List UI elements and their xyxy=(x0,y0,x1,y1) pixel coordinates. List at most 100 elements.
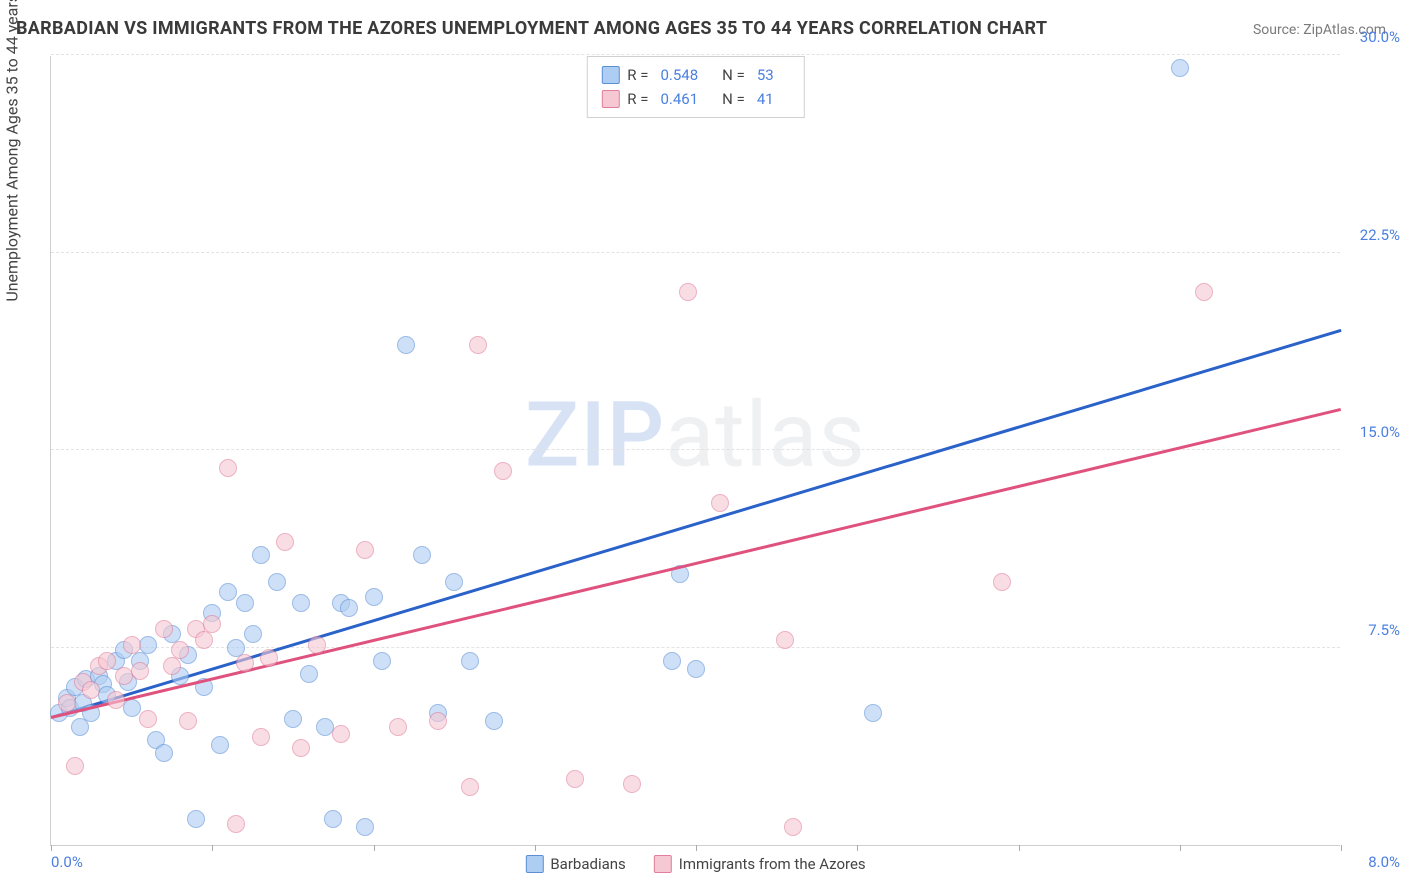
gridline xyxy=(51,252,1340,253)
data-point xyxy=(139,710,157,728)
data-point xyxy=(66,757,84,775)
legend-label: Immigrants from the Azores xyxy=(679,855,866,873)
y-tick-label: 22.5% xyxy=(1345,226,1400,244)
n-label: N = xyxy=(722,63,745,87)
data-point xyxy=(123,699,141,717)
legend-item: Immigrants from the Azores xyxy=(654,855,866,873)
data-point xyxy=(663,652,681,670)
data-point xyxy=(219,583,237,601)
data-point xyxy=(413,546,431,564)
r-value: 0.548 xyxy=(660,63,698,87)
series-legend: Barbadians Immigrants from the Azores xyxy=(525,855,865,873)
chart-container: BARBADIAN VS IMMIGRANTS FROM THE AZORES … xyxy=(0,0,1406,892)
legend-row: R = 0.548 N = 53 xyxy=(601,63,789,87)
legend-item: Barbadians xyxy=(525,855,625,873)
data-point xyxy=(58,694,76,712)
data-point xyxy=(268,573,286,591)
y-tick-label: 15.0% xyxy=(1345,423,1400,441)
r-label: R = xyxy=(627,63,648,87)
data-point xyxy=(1171,59,1189,77)
data-point xyxy=(1195,283,1213,301)
n-label: N = xyxy=(722,87,745,111)
data-point xyxy=(711,494,729,512)
data-point xyxy=(139,636,157,654)
legend-swatch xyxy=(654,855,672,873)
y-axis-label: Unemployment Among Ages 35 to 44 years xyxy=(3,0,22,302)
data-point xyxy=(203,615,221,633)
data-point xyxy=(365,588,383,606)
data-point xyxy=(155,744,173,762)
data-point xyxy=(864,704,882,722)
data-point xyxy=(284,710,302,728)
plot-area: ZIPatlas 0.0% 8.0% R =0.548N =53R =0.461… xyxy=(50,56,1340,846)
gridline xyxy=(51,449,1340,450)
data-point xyxy=(461,652,479,670)
data-point xyxy=(179,712,197,730)
data-point xyxy=(623,775,641,793)
correlation-legend: R = 0.548 N = 53 R = 0.461 N = 41 xyxy=(586,56,804,118)
data-point xyxy=(227,815,245,833)
data-point xyxy=(461,778,479,796)
data-point xyxy=(236,594,254,612)
x-tick xyxy=(1180,845,1181,851)
legend-row: R = 0.461 N = 41 xyxy=(601,87,789,111)
n-value: 41 xyxy=(757,87,774,111)
x-tick xyxy=(51,845,52,851)
x-tick-min: 0.0% xyxy=(51,853,83,871)
data-point xyxy=(187,810,205,828)
data-point xyxy=(566,770,584,788)
data-point xyxy=(445,573,463,591)
x-tick xyxy=(374,845,375,851)
x-tick xyxy=(696,845,697,851)
data-point xyxy=(195,631,213,649)
legend-swatch xyxy=(601,90,619,108)
data-point xyxy=(300,665,318,683)
x-tick xyxy=(857,845,858,851)
y-tick-label: 7.5% xyxy=(1345,621,1400,639)
data-point xyxy=(993,573,1011,591)
data-point xyxy=(276,533,294,551)
data-point xyxy=(163,657,181,675)
data-point xyxy=(373,652,391,670)
x-tick xyxy=(1019,845,1020,851)
data-point xyxy=(211,736,229,754)
data-point xyxy=(260,649,278,667)
r-value: 0.461 xyxy=(660,87,698,111)
data-point xyxy=(776,631,794,649)
data-point xyxy=(292,739,310,757)
data-point xyxy=(292,594,310,612)
x-tick xyxy=(1341,845,1342,851)
data-point xyxy=(397,336,415,354)
data-point xyxy=(252,728,270,746)
data-point xyxy=(485,712,503,730)
data-point xyxy=(123,636,141,654)
x-tick-max: 8.0% xyxy=(1368,853,1400,871)
data-point xyxy=(687,660,705,678)
n-value: 53 xyxy=(757,63,774,87)
legend-swatch xyxy=(525,855,543,873)
data-point xyxy=(98,652,116,670)
x-tick xyxy=(535,845,536,851)
data-point xyxy=(469,336,487,354)
r-label: R = xyxy=(627,87,648,111)
data-point xyxy=(219,459,237,477)
data-point xyxy=(155,620,173,638)
data-point xyxy=(131,662,149,680)
data-point xyxy=(784,818,802,836)
data-point xyxy=(679,283,697,301)
data-point xyxy=(332,725,350,743)
legend-label: Barbadians xyxy=(550,855,625,873)
chart-title: BARBADIAN VS IMMIGRANTS FROM THE AZORES … xyxy=(16,18,1047,39)
data-point xyxy=(494,462,512,480)
data-point xyxy=(324,810,342,828)
data-point xyxy=(308,636,326,654)
data-point xyxy=(340,599,358,617)
data-point xyxy=(236,654,254,672)
data-point xyxy=(82,681,100,699)
x-tick xyxy=(212,845,213,851)
watermark: ZIPatlas xyxy=(525,382,866,487)
data-point xyxy=(356,541,374,559)
data-point xyxy=(252,546,270,564)
y-tick-label: 30.0% xyxy=(1345,28,1400,46)
legend-swatch xyxy=(601,66,619,84)
